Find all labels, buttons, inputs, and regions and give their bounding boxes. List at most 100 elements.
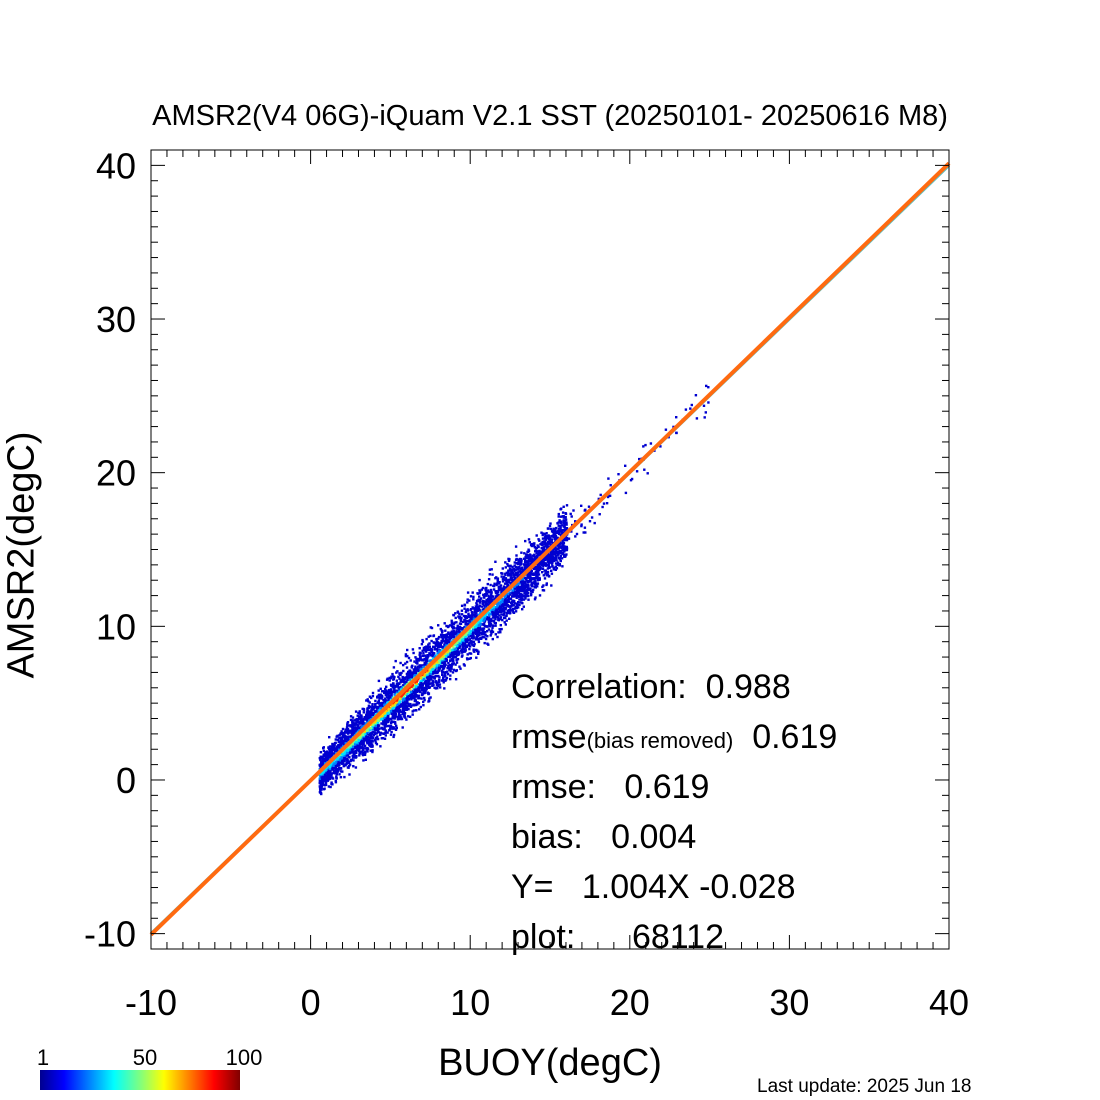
density-point [546,536,549,539]
density-point [334,766,338,769]
density-point [467,638,470,641]
density-point [447,649,450,652]
density-point [323,777,326,780]
density-point [389,709,393,713]
density-point [378,704,381,708]
density-point [340,732,344,735]
density-point [475,635,479,639]
density-point [466,653,469,656]
density-point [345,726,349,729]
density-point [351,719,354,722]
density-point [405,700,409,704]
density-point [425,684,428,687]
density-point [489,612,492,616]
density-point [341,770,344,773]
density-point [430,666,433,669]
density-point [466,644,469,647]
density-point [446,667,449,670]
density-point [550,538,554,541]
density-point [322,788,326,791]
density-point [322,783,325,786]
density-point [468,641,472,644]
density-point [419,669,422,672]
density-point [415,701,418,704]
density-point [337,766,341,770]
density-point [547,574,551,578]
density-point [563,538,567,542]
density-point [395,709,399,713]
density-point [326,754,329,757]
density-point [562,505,565,508]
density-point [349,715,353,718]
density-point [479,599,482,602]
density-point [542,556,546,560]
density-point [416,667,419,670]
density-point [324,760,328,764]
density-point [495,614,498,617]
density-point [523,581,526,584]
density-point [445,624,448,628]
density-point [524,563,528,566]
density-point [342,764,346,768]
density-point [433,647,437,650]
density-point [526,560,529,564]
density-point [396,691,399,694]
density-point [561,511,565,514]
density-point [413,674,417,677]
density-point [504,572,507,575]
density-point [390,725,393,729]
density-point [492,605,495,609]
density-point [472,640,476,644]
density-point [482,593,485,596]
density-point [342,759,345,762]
density-point [553,550,556,554]
density-point [333,769,336,773]
density-point [564,518,568,521]
density-point [390,720,393,723]
density-point [466,658,469,661]
density-point [515,554,518,557]
density-point [474,615,477,618]
density-point [416,660,419,663]
density-point [536,577,539,580]
density-point [330,774,333,777]
density-point [461,627,464,630]
density-point [362,708,366,712]
density-point [401,710,404,713]
density-point [493,582,496,585]
density-point [521,589,525,593]
density-point [533,577,536,580]
density-point [522,605,525,608]
density-point [509,611,512,614]
density-point [400,717,404,721]
density-point [398,704,401,708]
density-point [360,750,364,753]
density-point [493,621,496,625]
density-point [488,573,491,576]
density-point [447,625,450,628]
density-point [503,609,506,613]
density-point [492,588,496,591]
density-point [338,737,341,740]
density-point [366,709,369,712]
density-point [535,552,538,555]
density-point [422,704,425,707]
density-point [439,644,443,648]
density-point [337,748,341,751]
density-point [436,659,440,662]
density-point [513,561,516,564]
density-point [429,634,432,638]
density-point [507,609,511,612]
density-point [517,558,520,561]
density-point [407,697,410,701]
density-point [507,592,510,596]
density-point [358,735,362,739]
density-point [350,758,354,761]
density-point [468,652,471,655]
density-point [516,604,519,607]
density-point [529,562,532,566]
density-point [416,665,420,668]
density-point [518,570,521,573]
density-point [504,561,507,564]
density-point [525,589,529,592]
